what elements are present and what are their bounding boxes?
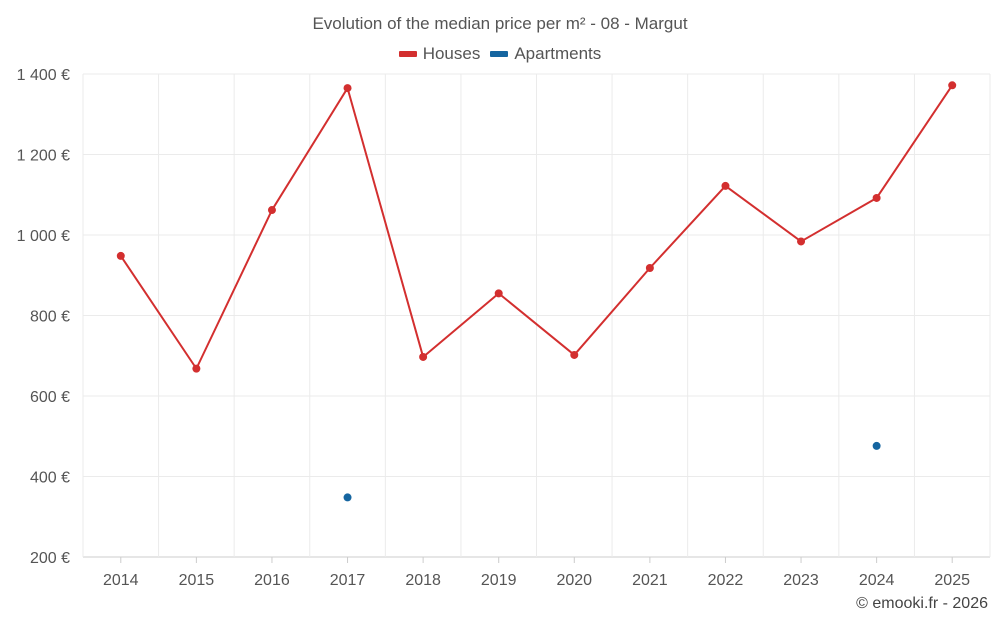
legend-label-apartments: Apartments	[514, 44, 602, 63]
legend-label-houses: Houses	[422, 44, 481, 63]
x-tick-label: 2018	[405, 572, 441, 589]
legend-swatch-apartments	[490, 51, 509, 57]
y-tick-label: 1 200 €	[17, 148, 70, 165]
x-tick-label: 2024	[859, 572, 895, 589]
data-point-houses-2022	[721, 181, 730, 190]
y-tick-label: 200 €	[30, 550, 70, 567]
data-point-houses-2014	[116, 251, 125, 260]
y-tick-label: 400 €	[30, 470, 70, 487]
legend: Houses Apartments	[0, 44, 1000, 64]
legend-item-houses[interactable]: Houses	[398, 44, 481, 64]
data-point-houses-2019	[494, 289, 503, 298]
x-tick-label: 2014	[103, 572, 139, 589]
x-tick-label: 2015	[179, 572, 215, 589]
data-point-apartments-2017	[343, 493, 352, 502]
data-point-houses-2025	[948, 81, 957, 90]
legend-item-apartments[interactable]: Apartments	[490, 44, 601, 64]
x-tick-label: 2021	[632, 572, 668, 589]
data-point-houses-2020	[570, 350, 579, 359]
series-line-houses	[119, 84, 954, 370]
y-tick-label: 1 400 €	[17, 67, 70, 84]
y-tick-label: 1 000 €	[17, 228, 70, 245]
data-point-houses-2018	[419, 352, 428, 361]
data-point-houses-2024	[872, 193, 881, 202]
data-point-houses-2021	[645, 264, 654, 273]
x-tick-label: 2025	[934, 572, 970, 589]
legend-swatch-houses	[398, 51, 417, 57]
y-tick-label: 600 €	[30, 389, 70, 406]
grid-lines	[82, 73, 991, 558]
chart-title: Evolution of the median price per m² - 0…	[312, 14, 688, 33]
data-point-houses-2023	[797, 237, 806, 246]
x-tick-label: 2016	[254, 572, 290, 589]
data-point-houses-2017	[343, 84, 352, 93]
x-tick-label: 2023	[783, 572, 819, 589]
data-point-apartments-2024	[872, 441, 881, 450]
data-point-houses-2015	[192, 364, 201, 373]
x-tick-label: 2017	[330, 572, 366, 589]
axes: 200 € 400 € 600 € 800 € 1 000 € 1 200 € 1 400 …	[17, 67, 970, 589]
credit: © emooki.fr - 2026	[856, 595, 988, 612]
x-tick-label: 2019	[481, 572, 517, 589]
series-layer	[116, 81, 957, 502]
y-tick-label: 800 €	[30, 309, 70, 326]
x-tick-label: 2022	[708, 572, 744, 589]
x-tick-label: 2020	[556, 572, 592, 589]
data-point-houses-2016	[267, 206, 276, 215]
